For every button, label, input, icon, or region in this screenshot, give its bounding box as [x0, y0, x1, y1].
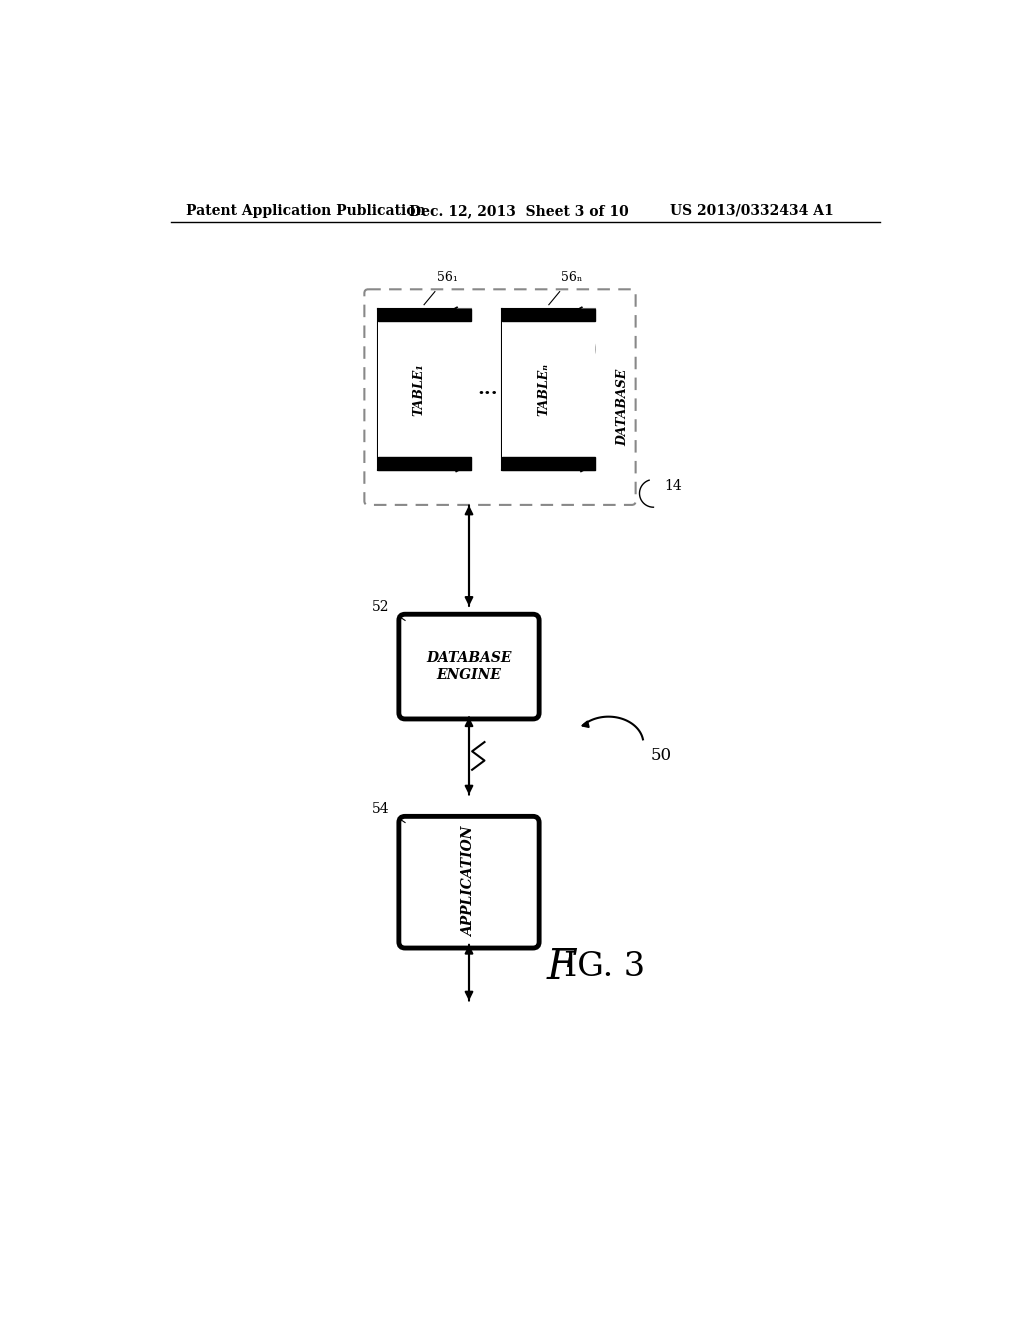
Text: 54: 54 [372, 803, 389, 816]
Text: Patent Application Publication: Patent Application Publication [186, 203, 426, 218]
Text: APPLICATION: APPLICATION [462, 828, 476, 937]
Text: DATABASE: DATABASE [616, 368, 629, 446]
Text: DATABASE
ENGINE: DATABASE ENGINE [426, 652, 512, 681]
Text: TABLEₙ: TABLEₙ [538, 363, 551, 416]
Text: 56₁: 56₁ [437, 271, 458, 284]
Polygon shape [503, 457, 595, 470]
Polygon shape [503, 309, 595, 322]
Text: IG. 3: IG. 3 [563, 950, 645, 983]
Text: Dec. 12, 2013  Sheet 3 of 10: Dec. 12, 2013 Sheet 3 of 10 [409, 203, 629, 218]
Polygon shape [567, 309, 609, 470]
Text: 52: 52 [372, 601, 389, 614]
FancyBboxPatch shape [399, 614, 540, 719]
Text: US 2013/0332434 A1: US 2013/0332434 A1 [671, 203, 835, 218]
Text: 50: 50 [651, 747, 672, 764]
FancyBboxPatch shape [399, 816, 540, 948]
Polygon shape [503, 322, 595, 457]
Polygon shape [378, 309, 471, 322]
Polygon shape [378, 322, 471, 457]
Text: ...: ... [477, 380, 498, 399]
Text: TABLE₁: TABLE₁ [413, 363, 426, 416]
Polygon shape [378, 457, 471, 470]
Polygon shape [442, 309, 484, 470]
Text: 56ₙ: 56ₙ [561, 271, 583, 284]
Text: 14: 14 [665, 479, 682, 492]
Text: F: F [547, 946, 575, 987]
